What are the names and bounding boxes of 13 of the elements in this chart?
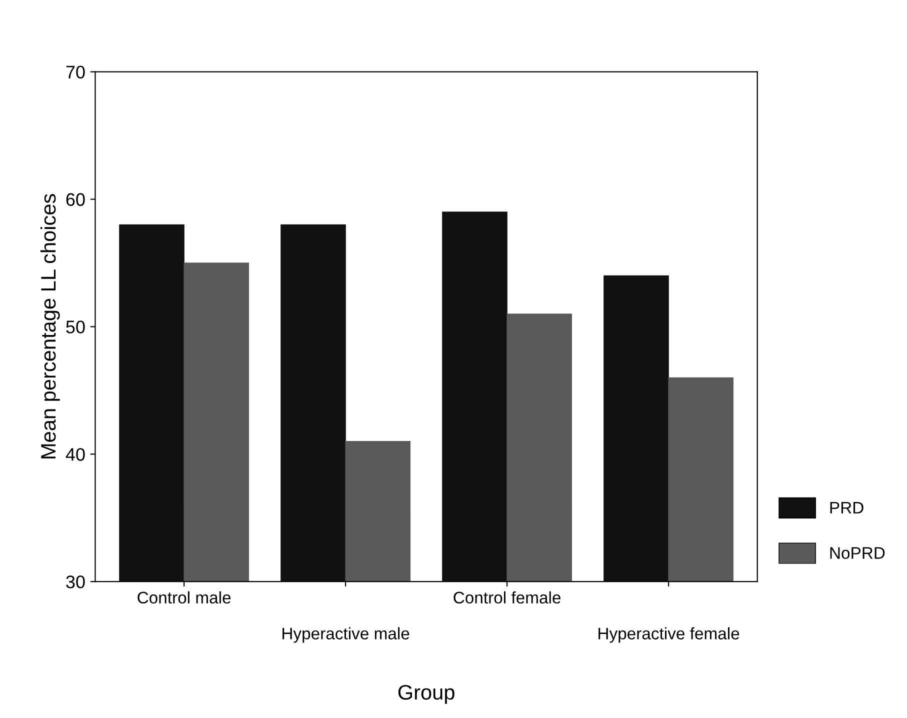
legend-label: PRD bbox=[830, 502, 864, 514]
y-tick-label: 60 bbox=[66, 193, 85, 206]
y-tick-label: 70 bbox=[66, 66, 85, 79]
y-tick-label: 30 bbox=[66, 576, 85, 588]
x-axis-title: Group bbox=[398, 684, 454, 704]
x-tick-label: Control female bbox=[454, 591, 560, 604]
x-tick-label: Hyperactive female bbox=[598, 627, 740, 643]
legend-label: NoPRD bbox=[830, 547, 885, 559]
x-tick-label: Control male bbox=[138, 591, 231, 604]
y-tick-label: 50 bbox=[66, 320, 85, 334]
y-tick-label: 40 bbox=[66, 448, 85, 461]
y-axis-title: Mean percentage LL choices bbox=[40, 194, 60, 458]
x-tick-label: Hyperactive male bbox=[282, 627, 410, 643]
